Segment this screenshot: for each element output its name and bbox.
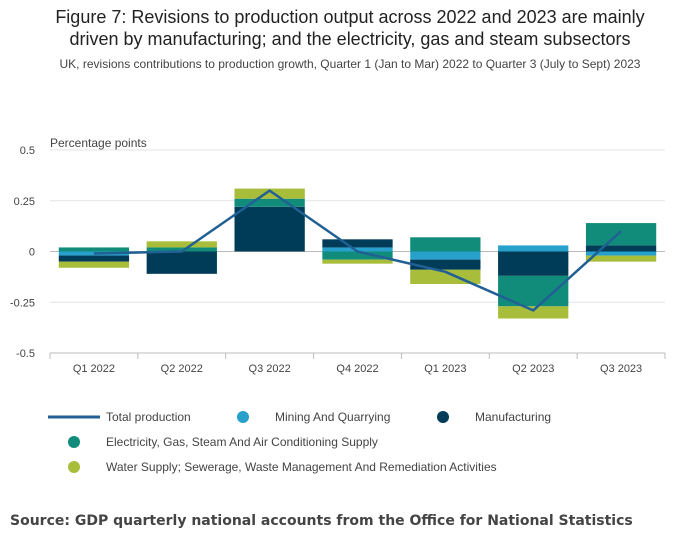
- bar-segment: [498, 306, 569, 319]
- total-production-line: [93, 189, 622, 312]
- chart-title-line-2: driven by manufacturing; and the electri…: [69, 29, 631, 49]
- bar-segment: [410, 237, 481, 252]
- y-tick-label: -0.5: [16, 348, 35, 360]
- bar-segment: [58, 255, 130, 262]
- y-axis: 0.5 0.25 0 -0.25 -0.5: [10, 145, 35, 360]
- legend-label: Manufacturing: [475, 410, 551, 424]
- bar-segment: [322, 259, 393, 264]
- bar-segment: [410, 251, 481, 260]
- bar-segment: [585, 251, 657, 256]
- bar-segment: [410, 259, 481, 270]
- bar-segment: [322, 251, 393, 260]
- bar-segment: [146, 241, 217, 248]
- x-axis: Q1 2022 Q2 2022 Q3 2022 Q4 2022 Q1 2023 Q2 20…: [49, 352, 666, 375]
- bar-segment: [234, 206, 305, 252]
- chart-title: Figure 7: Revisions to production output…: [0, 6, 700, 50]
- bar-segment: [498, 245, 569, 252]
- bar-segment: [58, 261, 130, 268]
- legend-dot-swatch: [68, 436, 80, 448]
- y-tick-label: 0.25: [14, 196, 35, 208]
- bar-segment: [234, 188, 305, 199]
- legend-label: Water Supply; Sewerage, Waste Management…: [106, 460, 497, 474]
- legend-label: Mining And Quarrying: [275, 410, 390, 424]
- x-tick-label: Q1 2023: [424, 363, 466, 375]
- legend-dot-swatch: [437, 411, 449, 423]
- legend-label: Electricity, Gas, Steam And Air Conditio…: [106, 435, 378, 449]
- x-tick-label: Q2 2023: [512, 363, 554, 375]
- x-tick-label: Q3 2023: [600, 363, 642, 375]
- bar-segment: [585, 245, 657, 252]
- x-tick-label: Q1 2022: [73, 363, 115, 375]
- y-tick-label: -0.25: [10, 297, 35, 309]
- bar-segment: [146, 251, 217, 274]
- legend: Total production Mining And Quarrying Manu…: [48, 410, 551, 474]
- total-line: [93, 189, 622, 312]
- bar-segment: [234, 198, 305, 207]
- bar-segment: [322, 247, 393, 252]
- x-tick-label: Q3 2022: [249, 363, 291, 375]
- bar-segment: [58, 247, 130, 252]
- bar-segment: [146, 247, 217, 252]
- source-note: Source: GDP quarterly national accounts …: [10, 513, 633, 529]
- legend-dot-swatch: [237, 411, 249, 423]
- x-tick-label: Q2 2022: [161, 363, 203, 375]
- bar-segment: [498, 275, 569, 307]
- bar-segment: [585, 223, 657, 246]
- x-tick-label: Q4 2022: [336, 363, 378, 375]
- legend-dot-swatch: [68, 461, 80, 473]
- legend-label: Total production: [106, 410, 191, 424]
- bar-segment: [498, 251, 569, 276]
- chart-subtitle: UK, revisions contributions to productio…: [59, 57, 641, 71]
- bar-segment: [585, 255, 657, 262]
- y-tick-label: 0: [29, 247, 35, 259]
- bars: [58, 188, 657, 319]
- y-axis-label: Percentage points: [50, 136, 147, 150]
- bar-segment: [322, 239, 393, 248]
- y-tick-label: 0.5: [20, 145, 35, 157]
- chart-title-line-1: Figure 7: Revisions to production output…: [55, 7, 645, 27]
